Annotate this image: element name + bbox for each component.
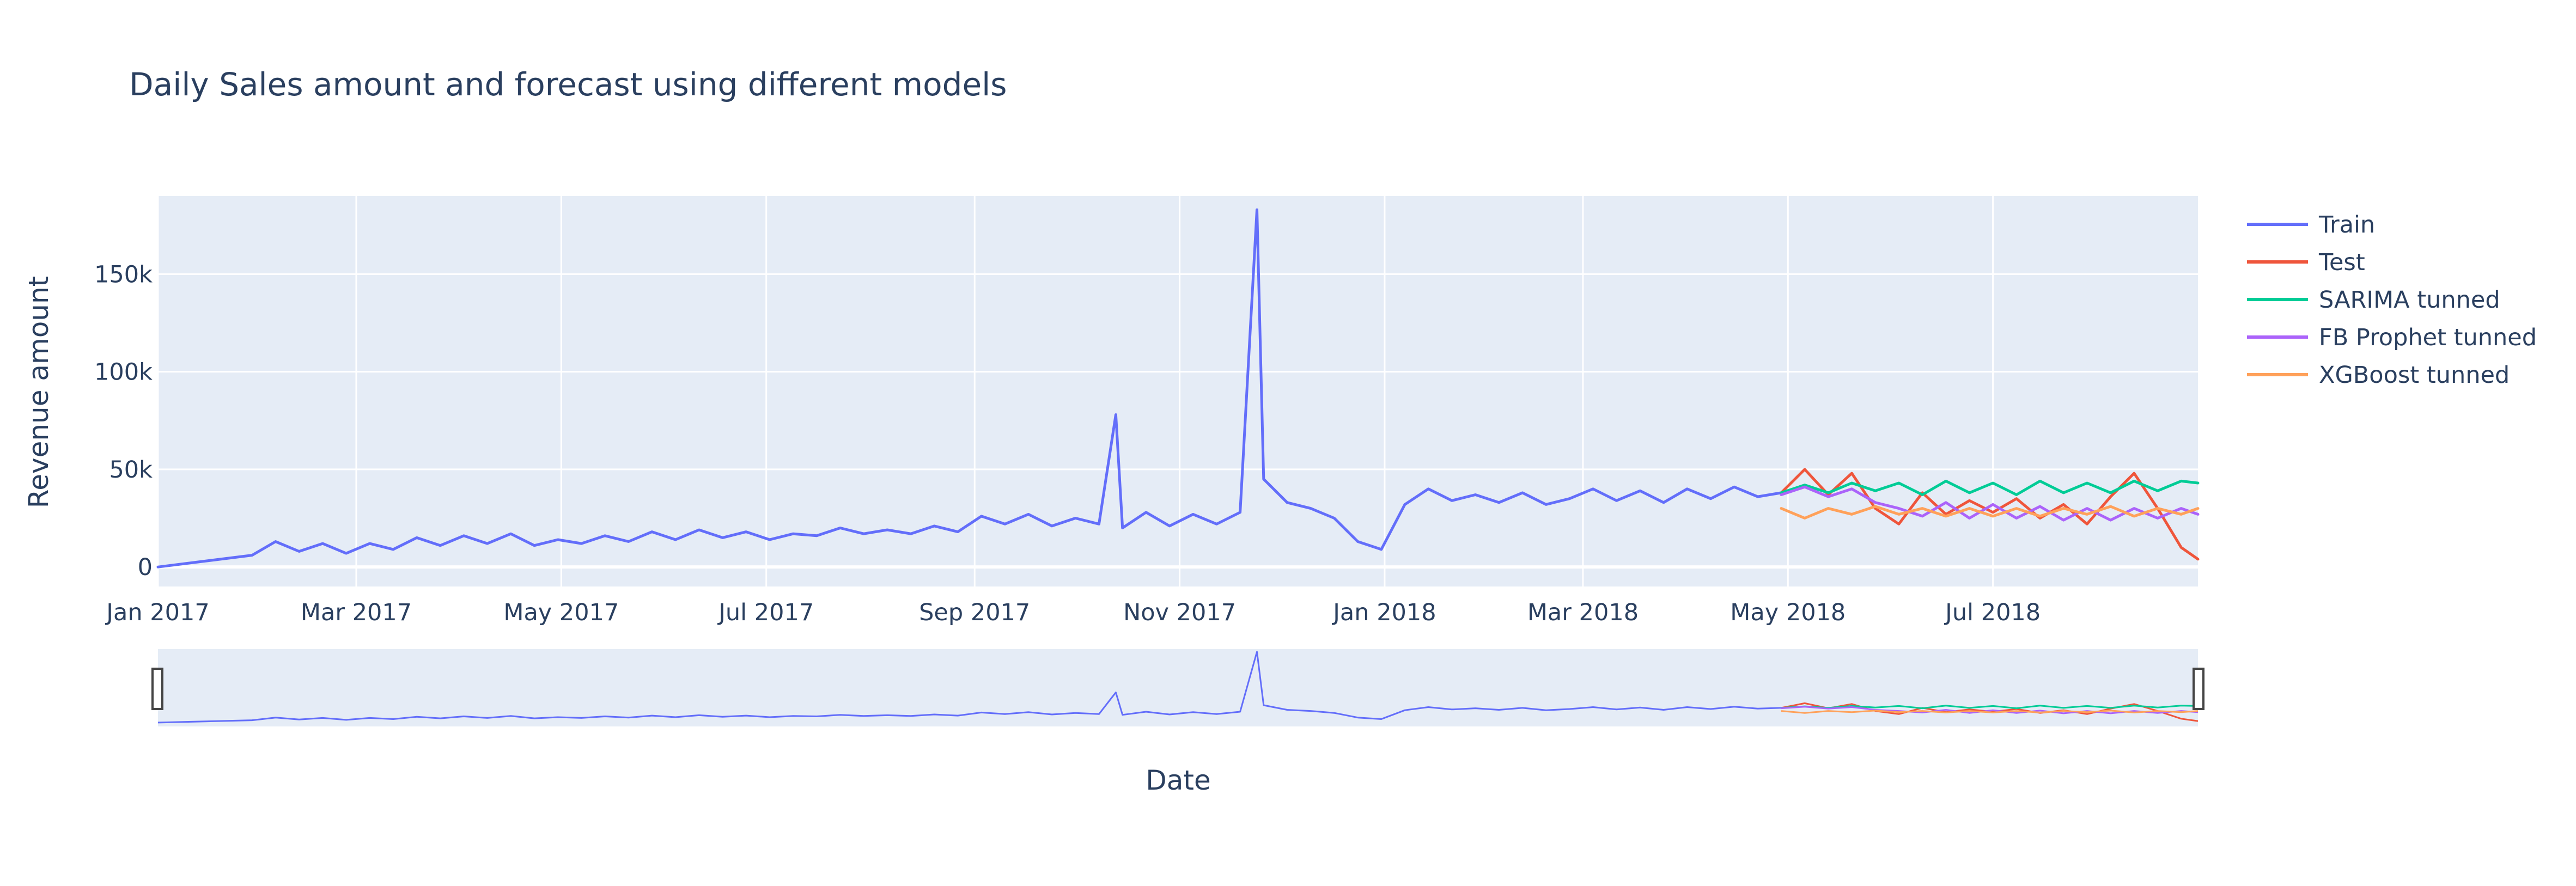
x-axis-title: Date	[1146, 765, 1211, 796]
y-tick-label: 50k	[109, 456, 153, 484]
legend-label: Test	[2318, 249, 2365, 276]
x-tick-label: Sep 2017	[919, 599, 1030, 626]
legend-label: SARIMA tunned	[2319, 286, 2500, 314]
x-tick-label: Jan 2017	[105, 599, 209, 626]
series-line-sarima-tunned[interactable]	[1780, 479, 2200, 496]
y-tick-label: 100k	[94, 359, 153, 386]
legend[interactable]: Train Test SARIMA tunned FB Prophet tunned X…	[2247, 211, 2537, 389]
legend-item-fb-prophet-tunned[interactable]: FB Prophet tunned	[2247, 324, 2537, 351]
legend-item-train[interactable]: Train	[2247, 211, 2375, 239]
x-gridlines	[157, 196, 1994, 586]
range-slider[interactable]	[151, 649, 2204, 726]
y-tick-label: 150k	[94, 261, 153, 288]
y-tick-label: 0	[138, 554, 153, 581]
legend-label: XGBoost tunned	[2319, 362, 2510, 389]
x-tick-label: Jul 2018	[1944, 599, 2041, 626]
x-tick-label: Mar 2018	[1527, 599, 1639, 626]
x-tick-label: May 2018	[1730, 599, 1846, 626]
range-slider-line-xgboost-tunned	[1781, 710, 2199, 714]
range-slider-preview	[157, 651, 2199, 724]
series-line-fb-prophet-tunned[interactable]	[1780, 485, 2200, 522]
legend-label: FB Prophet tunned	[2319, 324, 2537, 351]
plot-area	[158, 196, 2198, 586]
series-line-test[interactable]	[1780, 468, 2200, 561]
range-slider-right-handle[interactable]	[2193, 668, 2204, 710]
legend-item-xgboost-tunned[interactable]: XGBoost tunned	[2247, 362, 2510, 389]
x-tick-labels: Jan 2017 Mar 2017 May 2017 Jul 2017 Sep 2017…	[105, 599, 2041, 626]
series-layer[interactable]	[156, 208, 2200, 569]
legend-item-test[interactable]: Test	[2247, 249, 2365, 276]
series-line-xgboost-tunned[interactable]	[1780, 505, 2200, 520]
y-tick-labels: 0 50k 100k 150k	[94, 261, 153, 581]
range-slider-track[interactable]	[158, 649, 2198, 726]
range-slider-line-train	[157, 651, 1782, 724]
series-line-train[interactable]	[156, 208, 1783, 569]
y-gridlines	[158, 273, 2198, 569]
range-slider-line-fb-prophet-tunned	[1781, 706, 2199, 714]
legend-item-sarima-tunned[interactable]: SARIMA tunned	[2247, 286, 2500, 314]
x-tick-label: Mar 2017	[301, 599, 412, 626]
x-tick-label: Jul 2017	[717, 599, 814, 626]
x-tick-label: May 2017	[503, 599, 619, 626]
x-tick-label: Jan 2018	[1331, 599, 1436, 626]
range-slider-left-handle[interactable]	[151, 668, 163, 710]
x-tick-label: Nov 2017	[1123, 599, 1236, 626]
chart-title: Daily Sales amount and forecast using di…	[129, 66, 1007, 103]
range-slider-line-sarima-tunned	[1781, 705, 2199, 710]
y-axis-title: Revenue amount	[23, 276, 54, 509]
legend-label: Train	[2318, 211, 2375, 239]
